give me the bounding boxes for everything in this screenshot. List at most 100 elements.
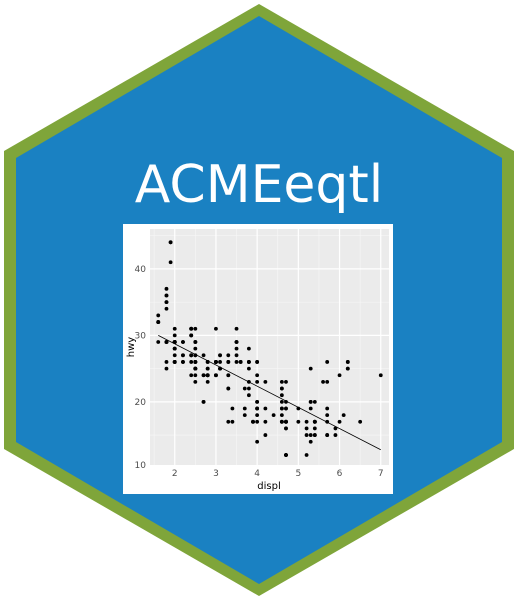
data-point: [337, 373, 342, 378]
y-tick-label: 10: [135, 461, 147, 471]
data-point: [164, 300, 169, 305]
data-point: [205, 380, 210, 384]
data-point: [238, 360, 243, 364]
data-point: [193, 360, 198, 364]
data-point: [181, 340, 185, 344]
data-point: [189, 360, 194, 364]
data-point: [226, 353, 231, 358]
data-point: [312, 399, 317, 404]
data-point: [255, 439, 260, 444]
data-point: [201, 399, 206, 404]
data-point: [193, 366, 198, 371]
data-point: [279, 413, 284, 418]
data-point: [308, 439, 313, 444]
data-point: [193, 380, 198, 384]
data-point: [325, 413, 330, 418]
data-point: [218, 360, 222, 364]
data-point: [263, 380, 268, 384]
data-point: [337, 419, 342, 424]
data-point: [214, 373, 218, 378]
data-point: [218, 353, 222, 358]
trend-line: [158, 335, 381, 451]
data-point: [164, 286, 169, 291]
data-point: [246, 366, 251, 371]
data-point: [164, 306, 169, 311]
data-point: [193, 373, 198, 378]
y-tick-label: 20: [135, 398, 147, 408]
data-point: [255, 380, 260, 384]
data-point: [226, 386, 231, 391]
x-tick-label: 3: [213, 469, 219, 479]
data-point: [201, 373, 206, 378]
data-point: [156, 313, 161, 318]
plot-panel: [150, 229, 389, 465]
data-point: [325, 380, 330, 384]
data-point: [345, 360, 350, 364]
data-point: [193, 326, 198, 331]
data-point: [246, 360, 251, 364]
data-point: [172, 353, 177, 358]
data-point: [234, 326, 239, 331]
data-point: [284, 380, 288, 384]
data-point: [164, 360, 169, 364]
data-point: [255, 406, 260, 411]
data-point: [308, 366, 313, 371]
y-tick-label: 40: [135, 265, 147, 275]
data-point: [304, 426, 309, 431]
data-point: [308, 406, 313, 411]
data-point: [168, 240, 173, 245]
data-point: [255, 413, 260, 418]
data-point: [234, 360, 239, 364]
x-tick-label: 7: [378, 469, 384, 479]
data-point: [304, 433, 309, 437]
data-point: [279, 419, 284, 424]
data-point: [246, 393, 251, 398]
data-point: [181, 353, 185, 358]
data-point: [193, 340, 198, 344]
data-point: [263, 406, 268, 411]
data-point: [308, 399, 313, 404]
data-point: [226, 373, 231, 378]
data-point: [226, 360, 231, 364]
data-point: [172, 360, 177, 364]
data-point: [205, 366, 210, 371]
data-point: [325, 360, 330, 364]
data-point: [312, 426, 317, 431]
data-point: [255, 360, 260, 364]
data-point: [263, 419, 268, 424]
data-point: [172, 333, 177, 338]
data-point: [284, 426, 288, 431]
data-point: [246, 346, 251, 351]
data-point: [226, 419, 231, 424]
data-point: [284, 453, 288, 457]
x-tick-label: 5: [295, 469, 301, 479]
data-point: [230, 419, 235, 424]
data-point: [279, 380, 284, 384]
data-point: [230, 406, 235, 411]
x-tick-label: 4: [254, 469, 260, 479]
data-point: [234, 346, 239, 351]
data-point: [341, 413, 346, 418]
data-point: [321, 380, 325, 384]
data-point: [358, 419, 363, 424]
data-point: [255, 399, 260, 404]
data-point: [279, 393, 284, 398]
x-tick-label: 2: [172, 469, 178, 479]
data-point: [164, 340, 169, 344]
data-point: [214, 326, 218, 331]
data-point: [333, 433, 338, 437]
data-point: [201, 353, 206, 358]
data-point: [189, 326, 194, 331]
data-point: [312, 433, 317, 437]
data-point: [181, 360, 185, 364]
data-point: [164, 366, 169, 371]
data-point: [214, 360, 218, 364]
data-point: [205, 373, 210, 378]
data-point: [234, 353, 239, 358]
data-point: [279, 386, 284, 391]
data-point: [378, 373, 383, 378]
data-point: [296, 419, 301, 424]
data-point: [279, 399, 284, 404]
data-point: [242, 406, 247, 411]
